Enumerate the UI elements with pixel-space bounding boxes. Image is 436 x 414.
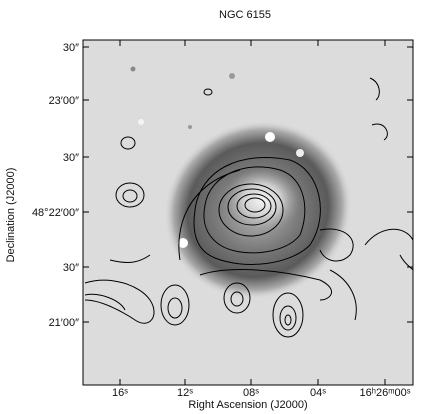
x-tick-label: 04ˢ xyxy=(310,387,326,399)
y-tick-label: 30″ xyxy=(63,42,79,54)
y-tick-label: 30″ xyxy=(63,262,79,274)
y-tick-label: 21′00″ xyxy=(49,317,80,329)
y-tick-label: 48°22′00″ xyxy=(32,207,79,219)
image xyxy=(82,39,414,386)
chart-title: NGC 6155 xyxy=(219,9,271,21)
x-tick-label: 16ˢ xyxy=(112,387,128,399)
x-tick-label: 08ˢ xyxy=(243,387,259,399)
x-tick-label: 16ʰ26ᵐ00ˢ xyxy=(360,387,411,399)
y-axis-label: Declination (J2000) xyxy=(5,168,17,263)
contours xyxy=(84,77,414,338)
y-tick-label: 30″ xyxy=(63,152,79,164)
x-tick-label: 12ˢ xyxy=(177,387,193,399)
x-axis-label: Right Ascension (J2000) xyxy=(188,399,307,411)
y-tick-label: 23′00″ xyxy=(49,95,80,107)
